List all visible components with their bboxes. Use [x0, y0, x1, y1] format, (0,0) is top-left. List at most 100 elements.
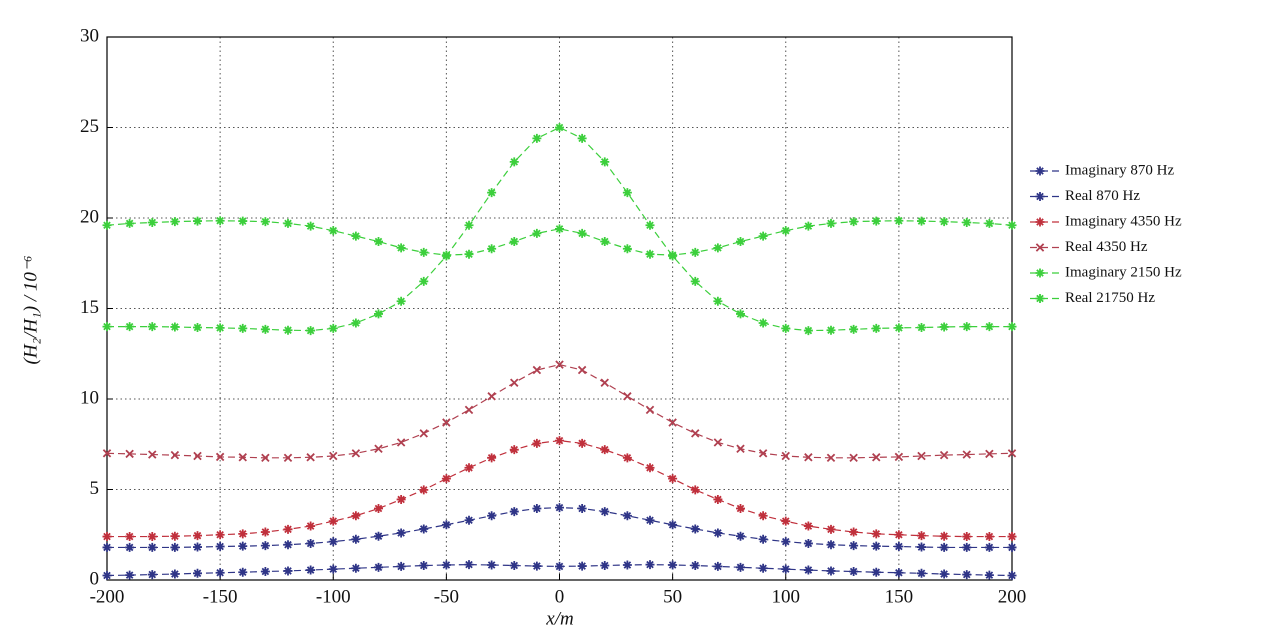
data-point: [939, 322, 949, 332]
x-tick-label: -200: [90, 586, 125, 607]
data-point: [984, 322, 994, 332]
data-point: [758, 231, 768, 241]
x-tick-label: 50: [663, 586, 682, 607]
data-point: [645, 463, 655, 473]
data-point: [125, 542, 135, 552]
data-point: [509, 507, 519, 517]
legend-marker: [1035, 166, 1045, 176]
data-point: [260, 541, 270, 551]
data-point: [102, 542, 112, 552]
data-point: [215, 568, 225, 578]
data-point: [962, 532, 972, 542]
data-point: [577, 438, 587, 448]
data-point: [147, 532, 157, 542]
data-point: [419, 524, 429, 534]
data-point: [1007, 570, 1017, 580]
data-point: [826, 325, 836, 335]
data-point: [283, 453, 293, 463]
legend-label: Real 21750 Hz: [1065, 290, 1155, 306]
data-point: [102, 532, 112, 542]
data-point: [758, 318, 768, 328]
data-point: [464, 220, 474, 230]
data-point: [713, 243, 723, 253]
data-point: [215, 452, 225, 462]
data-point: [441, 250, 451, 260]
data-point: [147, 542, 157, 552]
data-point: [509, 237, 519, 247]
data-point: [600, 157, 610, 167]
data-point: [170, 531, 180, 541]
data-point: [871, 529, 881, 539]
data-point: [193, 568, 202, 578]
data-point: [532, 365, 542, 375]
data-point: [917, 323, 926, 333]
data-point: [668, 520, 678, 530]
data-point: [600, 378, 609, 387]
legend-label: Real 4350 Hz: [1065, 239, 1148, 255]
data-point: [849, 324, 859, 334]
data-point: [555, 360, 564, 369]
data-point: [871, 323, 881, 333]
data-point: [487, 188, 497, 198]
data-point: [962, 450, 971, 459]
plot-frame: [106, 36, 1013, 581]
data-point: [849, 217, 859, 227]
data-point: [238, 216, 248, 226]
y-tick-label: 30: [80, 25, 99, 46]
data-point: [374, 531, 383, 541]
data-point: [984, 542, 994, 552]
data-point: [419, 561, 429, 571]
data-point: [690, 561, 700, 571]
data-point: [623, 392, 632, 401]
data-point: [555, 123, 564, 132]
data-point: [690, 485, 700, 495]
data-point: [215, 542, 225, 552]
data-point: [962, 570, 972, 580]
data-point: [374, 562, 383, 572]
data-point: [826, 524, 836, 534]
data-point: [441, 520, 451, 530]
x-tick-label: 150: [885, 586, 914, 607]
data-point: [622, 188, 632, 198]
data-point: [419, 247, 429, 257]
data-point: [464, 560, 474, 570]
x-tick-label: -150: [203, 586, 238, 607]
data-point: [193, 542, 202, 552]
data-point: [328, 226, 338, 236]
data-point: [758, 449, 768, 458]
data-point: [170, 217, 180, 227]
data-point: [894, 568, 904, 578]
y-tick-label: 10: [80, 387, 99, 408]
data-point: [351, 318, 361, 328]
data-point: [736, 562, 745, 572]
data-point: [917, 451, 926, 461]
data-point: [306, 221, 316, 231]
data-point: [736, 237, 745, 247]
data-point: [1007, 449, 1017, 458]
data-point: [306, 453, 315, 462]
data-point: [464, 463, 474, 473]
data-point: [736, 309, 745, 319]
data-point: [261, 453, 270, 463]
data-point: [532, 561, 542, 571]
data-point: [283, 566, 293, 576]
data-point: [193, 451, 202, 461]
data-point: [939, 569, 949, 579]
data-point: [374, 504, 383, 514]
data-point: [917, 568, 926, 578]
data-point: [668, 418, 677, 427]
data-point: [555, 561, 564, 571]
data-point: [577, 228, 587, 238]
data-point: [871, 216, 881, 226]
data-point: [962, 542, 972, 552]
data-point: [464, 405, 474, 415]
data-point: [510, 378, 519, 387]
data-point: [509, 561, 519, 571]
data-point: [396, 561, 406, 571]
data-point: [600, 507, 610, 517]
data-point: [645, 220, 655, 230]
data-point: [984, 570, 994, 580]
data-point: [260, 527, 270, 537]
data-point: [374, 444, 383, 454]
